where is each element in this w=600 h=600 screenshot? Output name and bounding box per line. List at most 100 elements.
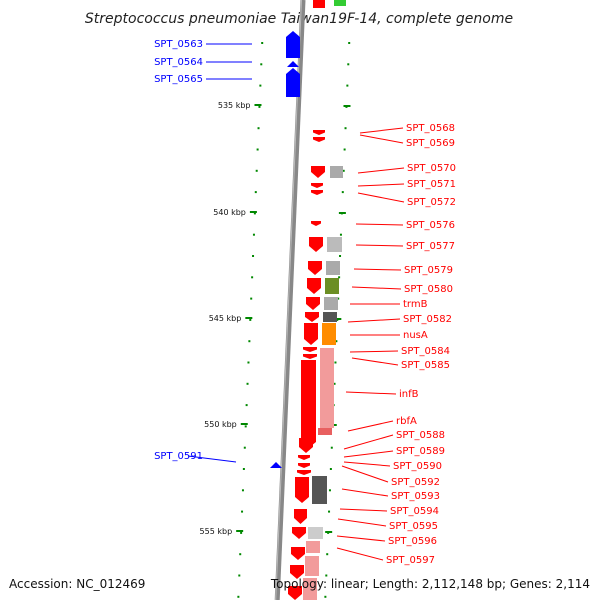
outer-annotation-block[interactable] [323, 312, 337, 322]
right-track-dot [333, 382, 336, 385]
major-tick [249, 211, 257, 213]
forward-gene-arrow[interactable] [307, 278, 321, 294]
gene-feature-SPT_0591[interactable] [270, 462, 282, 468]
outer-annotation-block[interactable] [327, 237, 342, 252]
forward-gene-arrow[interactable] [303, 354, 317, 359]
gene-feature-SPT_0564[interactable] [287, 61, 299, 67]
gene-label-SPT_0577[interactable]: SPT_0577 [406, 241, 455, 252]
left-track-dot [240, 531, 243, 534]
forward-gene-arrow[interactable] [301, 360, 316, 448]
gene-label-leader [337, 518, 387, 527]
gene-label-SPT_0565[interactable]: SPT_0565 [154, 74, 203, 85]
gene-label-leader [343, 450, 394, 458]
forward-gene-arrow[interactable] [298, 455, 310, 460]
gene-label-SPT_0584[interactable]: SPT_0584 [401, 346, 450, 357]
outer-annotation-block[interactable] [303, 578, 317, 600]
gene-label-SPT_0571[interactable]: SPT_0571 [407, 179, 456, 190]
right-major-tick [338, 212, 346, 214]
gene-label-nusA[interactable]: nusA [403, 330, 428, 341]
right-track-dot [342, 169, 345, 172]
gene-label-leader [359, 127, 404, 134]
gene-label-rbfA[interactable]: rbfA [396, 416, 417, 427]
top-stub-green [334, 0, 346, 6]
forward-gene-arrow[interactable] [288, 586, 302, 600]
forward-gene-arrow[interactable] [297, 470, 311, 475]
right-track-dot [343, 148, 346, 151]
gene-label-SPT_0579[interactable]: SPT_0579 [404, 265, 453, 276]
forward-gene-arrow[interactable] [305, 312, 319, 322]
forward-gene-arrow[interactable] [292, 527, 306, 539]
scale-tick-label: 540 kbp [213, 208, 246, 217]
forward-gene-arrow[interactable] [313, 137, 325, 142]
forward-gene-arrow[interactable] [311, 190, 323, 195]
gene-label-leader [357, 167, 405, 174]
gene-label-SPT_0596[interactable]: SPT_0596 [388, 536, 437, 547]
forward-gene-arrow[interactable] [294, 509, 307, 524]
right-major-tick [325, 531, 333, 533]
gene-label-SPT_0589[interactable]: SPT_0589 [396, 446, 445, 457]
forward-gene-arrow[interactable] [299, 438, 313, 453]
gene-label-SPT_0591[interactable]: SPT_0591 [154, 451, 203, 462]
forward-gene-arrow[interactable] [304, 323, 318, 345]
outer-annotation-block[interactable] [318, 428, 332, 435]
forward-gene-arrow[interactable] [298, 463, 310, 468]
forward-gene-arrow[interactable] [311, 183, 323, 188]
left-track-dot [250, 297, 253, 300]
forward-gene-arrow[interactable] [311, 166, 325, 178]
right-track-dot [334, 361, 337, 364]
gene-label-SPT_0570[interactable]: SPT_0570 [407, 163, 456, 174]
outer-annotation-block[interactable] [324, 297, 338, 310]
outer-annotation-block[interactable] [322, 323, 336, 345]
left-track-dot [260, 63, 263, 66]
gene-label-SPT_0572[interactable]: SPT_0572 [407, 197, 456, 208]
right-gene-labels: SPT_0568 SPT_0569 SPT_0570 SPT_0571 SPT_0572… [336, 123, 456, 566]
gene-label-leader [187, 455, 237, 463]
gene-label-SPT_0563[interactable]: SPT_0563 [154, 39, 203, 50]
outer-annotation-block[interactable] [320, 348, 334, 428]
gene-label-SPT_0568[interactable]: SPT_0568 [406, 123, 455, 134]
gene-label-SPT_0585[interactable]: SPT_0585 [401, 360, 450, 371]
forward-gene-arrow[interactable] [311, 221, 321, 226]
outer-annotation-block[interactable] [306, 541, 320, 553]
outer-annotation-block[interactable] [330, 166, 343, 178]
outer-annotation-block[interactable] [326, 261, 340, 275]
gene-label-SPT_0564[interactable]: SPT_0564 [154, 57, 203, 68]
gene-label-SPT_0588[interactable]: SPT_0588 [396, 430, 445, 441]
gene-feature-SPT_0563[interactable] [286, 31, 300, 58]
gene-label-leader [357, 183, 405, 187]
right-track-dot [346, 84, 349, 87]
forward-gene-arrow[interactable] [290, 565, 304, 579]
gene-label-SPT_0590[interactable]: SPT_0590 [393, 461, 442, 472]
forward-gene-arrow[interactable] [306, 297, 320, 310]
gene-label-SPT_0593[interactable]: SPT_0593 [391, 491, 440, 502]
right-track-dot [324, 595, 327, 598]
right-track-dot [329, 468, 332, 470]
outer-annotation-block[interactable] [312, 476, 327, 504]
gene-feature-SPT_0565[interactable] [286, 68, 300, 97]
right-track-dot [339, 233, 342, 236]
gene-label-SPT_0582[interactable]: SPT_0582 [403, 314, 452, 325]
outer-annotation-block[interactable] [325, 278, 339, 294]
left-track-dot [258, 105, 261, 108]
gene-label-SPT_0597[interactable]: SPT_0597 [386, 555, 435, 566]
gene-label-infB[interactable]: infB [399, 389, 419, 400]
forward-gene-arrow[interactable] [309, 237, 323, 252]
gene-label-trmB[interactable]: trmB [403, 299, 428, 310]
outer-annotation-block[interactable] [305, 556, 319, 576]
gene-label-SPT_0592[interactable]: SPT_0592 [391, 477, 440, 488]
forward-gene-arrow[interactable] [295, 477, 309, 503]
gene-label-SPT_0580[interactable]: SPT_0580 [404, 284, 453, 295]
left-track-dot [243, 446, 246, 449]
forward-gene-arrow[interactable] [313, 130, 325, 135]
forward-gene-arrow[interactable] [303, 347, 317, 352]
right-track-dot [328, 510, 331, 513]
forward-gene-arrow[interactable] [291, 547, 305, 560]
outer-annotation-block[interactable] [308, 527, 323, 539]
forward-gene-arrow[interactable] [308, 261, 322, 275]
gene-label-SPT_0569[interactable]: SPT_0569 [406, 138, 455, 149]
gene-label-SPT_0594[interactable]: SPT_0594 [390, 506, 439, 517]
right-track-dot [325, 574, 328, 577]
gene-label-SPT_0595[interactable]: SPT_0595 [389, 521, 438, 532]
gene-label-SPT_0576[interactable]: SPT_0576 [406, 220, 455, 231]
